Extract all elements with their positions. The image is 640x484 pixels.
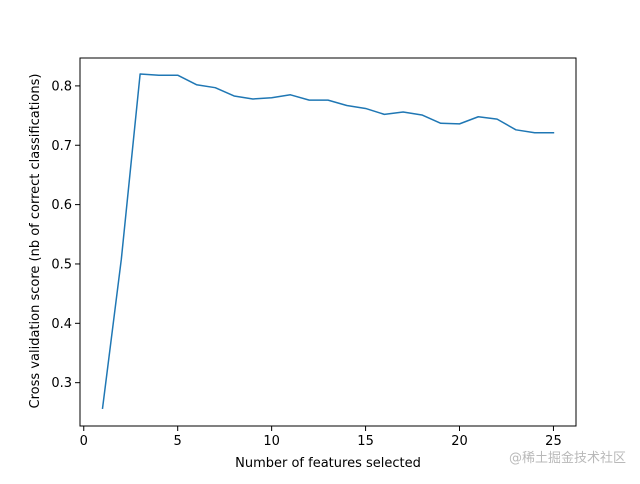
x-tick-label: 25 [545,434,562,449]
x-tick-label: 0 [80,434,88,449]
x-tick-label: 5 [174,434,182,449]
x-tick-label: 15 [357,434,374,449]
series-line [101,73,555,410]
y-axis-title: Cross validation score (nb of correct cl… [28,74,43,409]
y-tick-label: 0.3 [51,376,72,391]
y-tick-label: 0.6 [51,198,72,213]
y-tick-label: 0.7 [51,139,72,154]
x-tick-label: 10 [263,434,280,449]
y-tick-label: 0.4 [51,317,72,332]
watermark: @稀土掘金技术社区 [508,451,626,466]
x-axis-title: Number of features selected [235,456,421,471]
y-tick-label: 0.8 [51,79,72,94]
plot-frame [79,57,577,427]
y-tick-label: 0.5 [51,257,72,272]
x-tick-label: 20 [451,434,468,449]
